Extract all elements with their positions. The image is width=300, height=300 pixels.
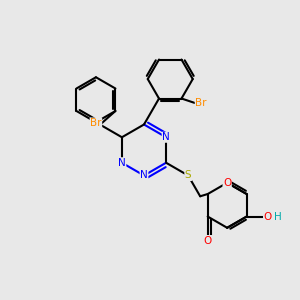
Text: Br: Br <box>195 98 207 108</box>
Text: S: S <box>185 170 191 181</box>
Text: N: N <box>140 170 148 181</box>
Text: N: N <box>162 132 170 142</box>
Text: O: O <box>223 178 231 188</box>
Text: H: H <box>274 212 282 221</box>
Text: O: O <box>263 212 272 221</box>
Text: N: N <box>118 158 126 168</box>
Text: O: O <box>204 236 212 245</box>
Text: Br: Br <box>90 118 102 128</box>
